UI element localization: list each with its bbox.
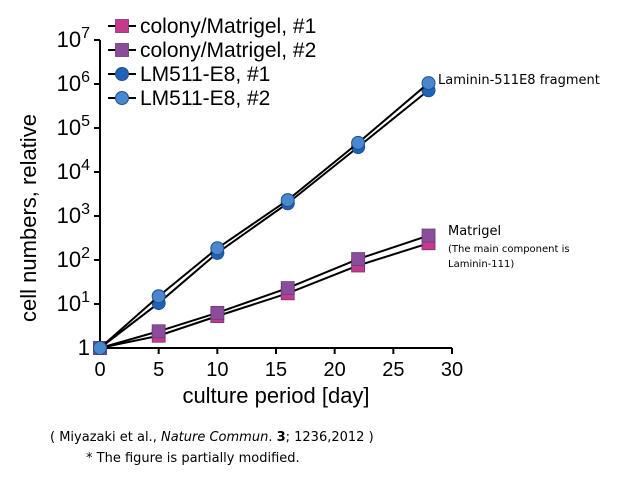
legend-marker [115,19,129,33]
axes [94,39,453,354]
data-point [151,289,166,304]
x-tick-label: 0 [94,359,105,381]
legend-label: colony/Matrigel, #1 [140,15,316,38]
legend-label: colony/Matrigel, #2 [140,39,316,62]
legend-label: LM511-E8, #2 [140,87,270,110]
series-layer [93,76,436,355]
y-tick-label: 105 [57,113,90,140]
data-point [210,241,225,256]
data-point [151,324,166,339]
citation-journal: Nature Commun [160,430,269,445]
x-tick-label: 30 [441,359,463,381]
series-line [99,89,430,349]
footnote: * The figure is partially modified. [86,451,300,466]
legend-marker [115,43,129,57]
y-tick-label: 102 [57,245,90,272]
y-tick-label: 101 [57,289,90,316]
x-tick-label: 5 [153,359,164,381]
y-axis-label: cell numbers, relative [16,114,41,322]
legend-item: colony/Matrigel, #2 [108,39,316,62]
laminin-annotation: Laminin-511E8 fragment [438,73,600,88]
data-point [421,228,436,243]
y-tick-label: 1 [78,335,90,360]
legend-marker [115,91,129,105]
data-point [351,135,366,150]
citation: ( Miyazaki et al., Nature Commun. 3; 123… [50,430,374,445]
x-tick-label: 25 [382,359,404,381]
tick-labels: 0 5 10 15 20 25 30 1 101 102 103 104 105 106 107 [57,25,464,381]
y-tick-label: 103 [57,201,90,228]
legend-label: LM511-E8, #1 [140,63,270,86]
series-line [99,82,430,349]
x-tick-label: 15 [265,359,287,381]
matrigel-note-line-1: (The main component is [448,244,570,255]
y-tick-label: 107 [57,25,90,52]
legend-item: LM511-E8, #1 [108,63,270,86]
matrigel-annotation: Matrigel [448,224,502,239]
series-line [99,242,429,349]
data-point [93,341,107,355]
x-tick-label: 10 [206,359,228,381]
data-point [421,76,436,91]
citation-volume: 3 [276,430,286,445]
data-point [280,281,295,295]
matrigel-note-line-2: Laminin-111) [448,259,515,270]
series-2 [93,228,436,355]
series-3 [93,83,436,355]
y-tick-label: 106 [57,69,90,96]
data-point [280,193,295,208]
y-tick-label: 104 [57,157,90,184]
x-axis-label: culture period [day] [182,383,369,408]
data-point [351,252,366,266]
citation-prefix: ( Miyazaki et al., [50,430,161,445]
legend-marker [115,67,129,81]
legend-item: LM511-E8, #2 [108,87,270,110]
series-line [99,234,429,349]
series-4 [93,76,436,355]
x-tick-label: 20 [324,359,346,381]
citation-suffix: ; 1236,2012 ) [285,430,374,445]
legend-item: colony/Matrigel, #1 [108,15,316,38]
citation-sep: . [268,430,277,445]
data-point [210,305,225,320]
